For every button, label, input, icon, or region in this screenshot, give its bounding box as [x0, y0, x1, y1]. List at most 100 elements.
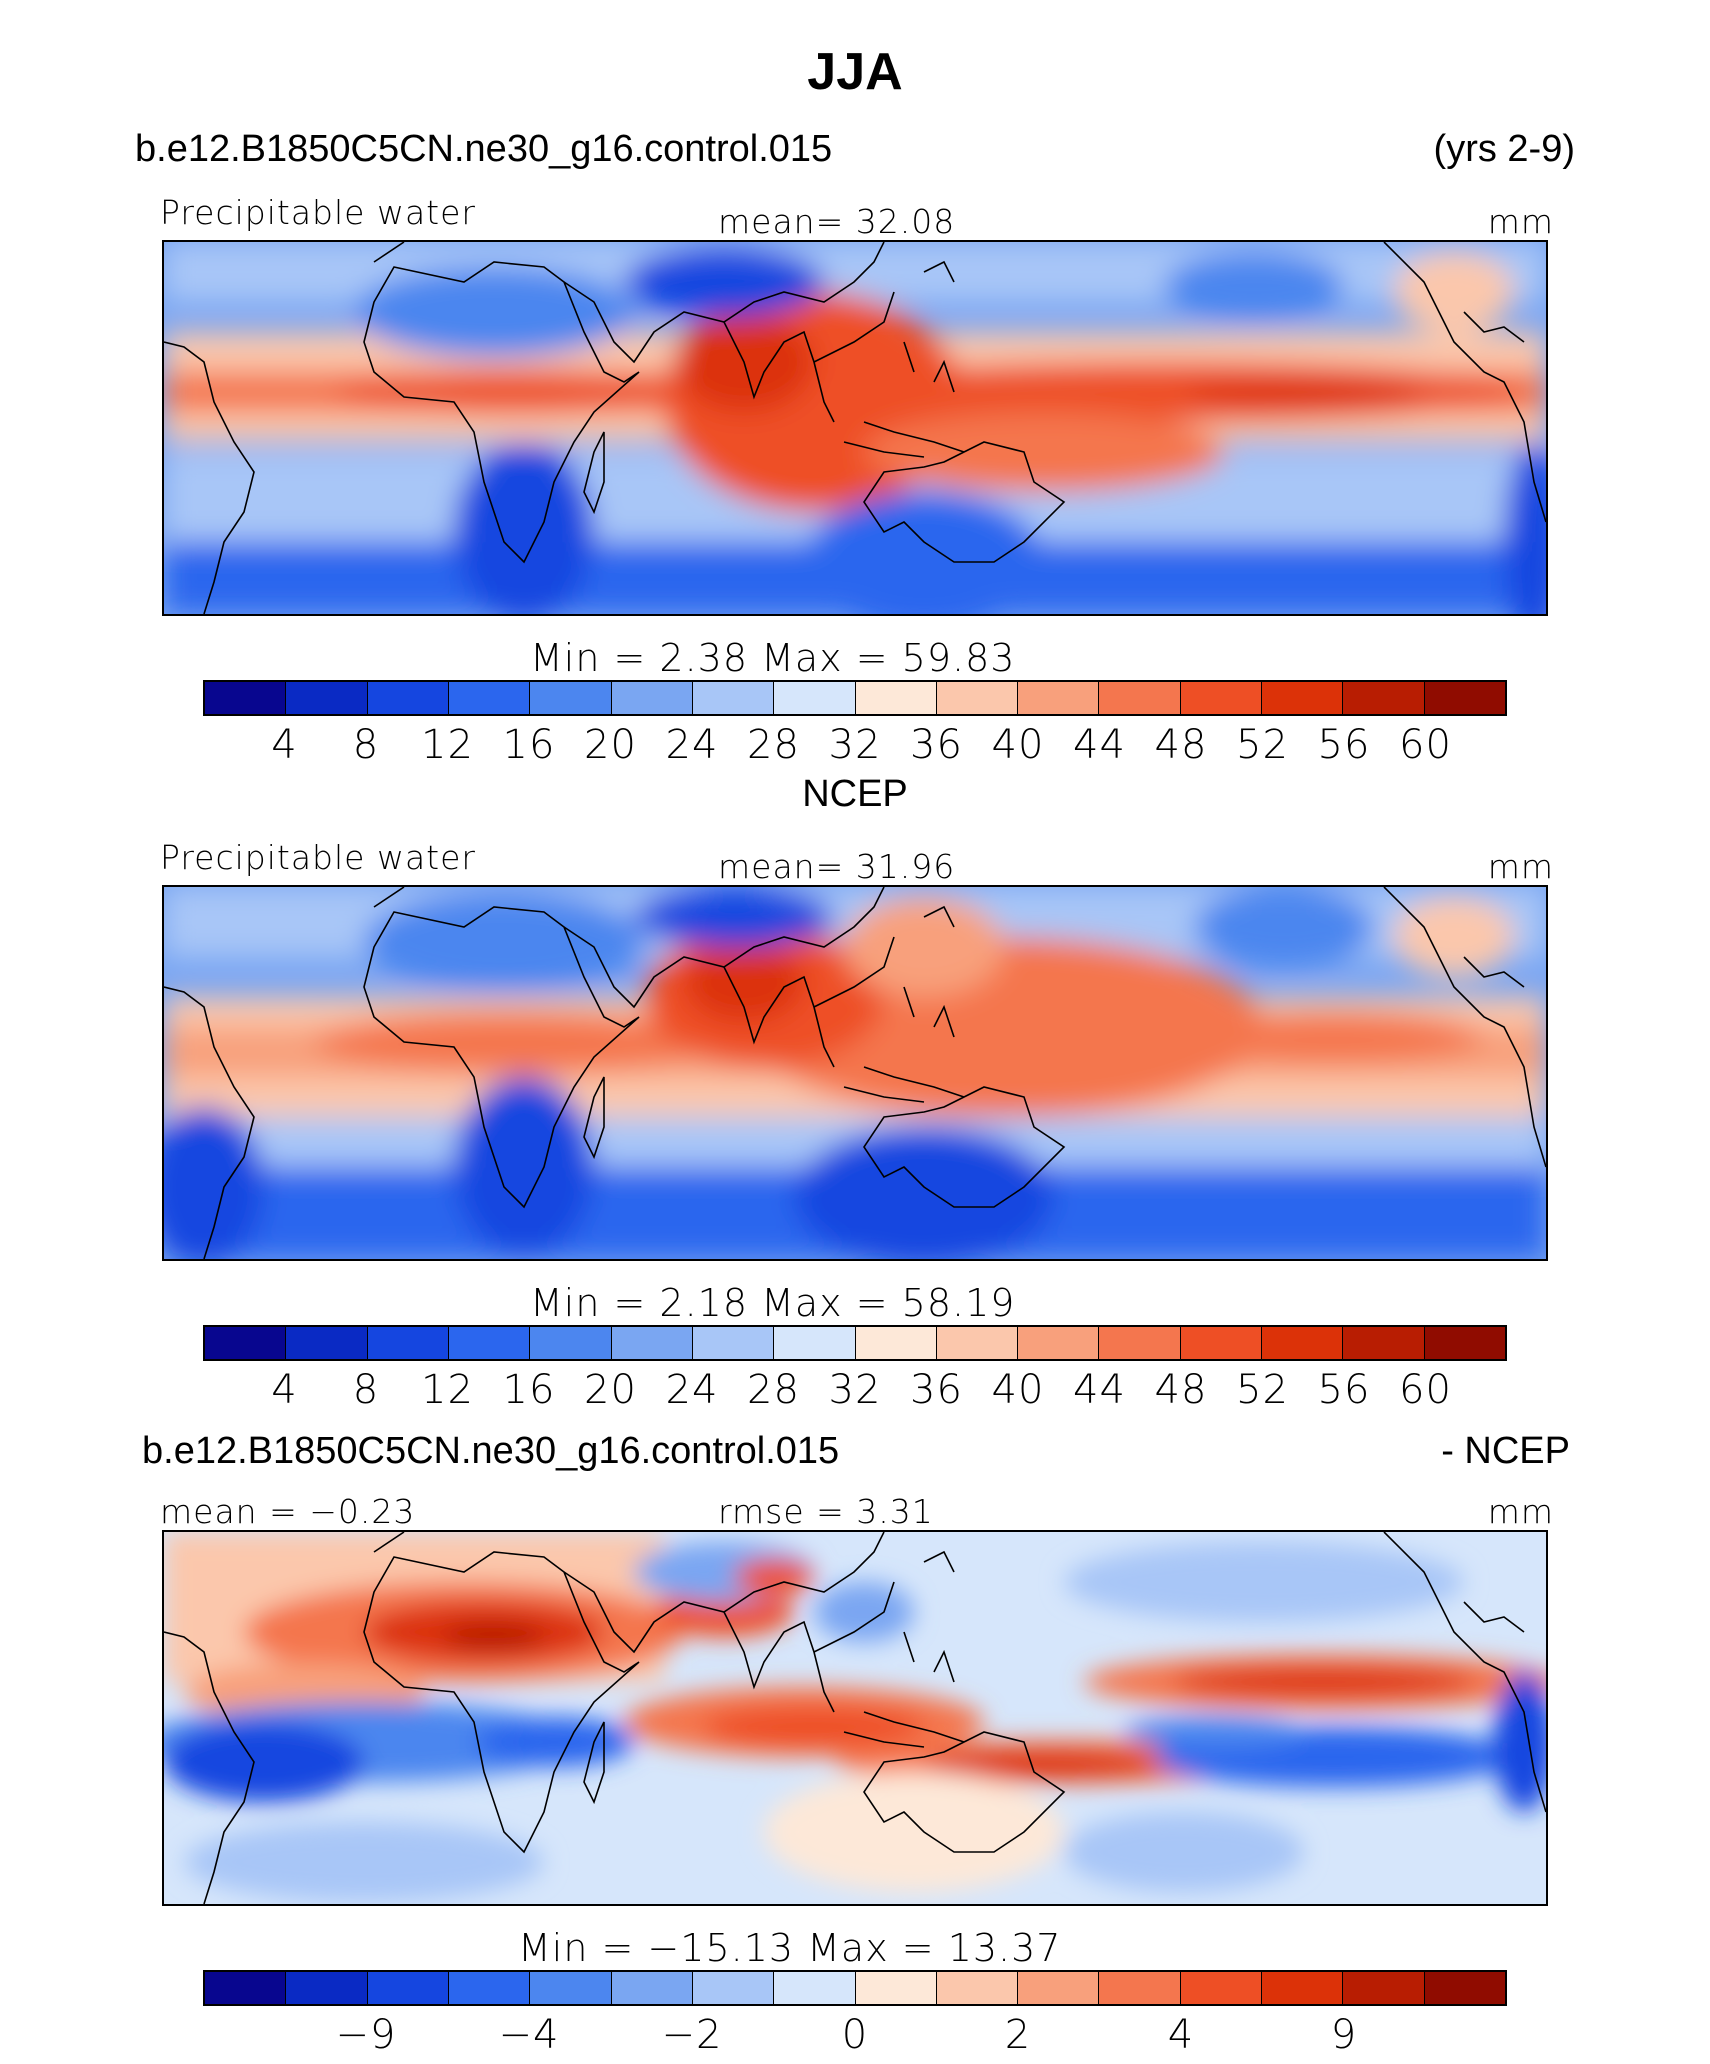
colorbar-swatch — [692, 1327, 775, 1359]
colorbar-swatch — [611, 1972, 693, 2004]
panel2-minmax: Min = 2.18 Max = 58.19 — [530, 1281, 1016, 1325]
panel1-mean: mean= 32.08 — [718, 202, 956, 241]
colorbar-swatch — [1180, 682, 1263, 714]
panel1-map — [162, 240, 1548, 616]
colorbar-swatch — [1018, 1327, 1100, 1359]
colorbar-swatch — [1018, 1972, 1100, 2004]
panel3-minus-label: - NCEP — [1441, 1430, 1570, 1472]
colorbar-tick-label: 40 — [991, 722, 1045, 768]
colorbar-tick-label: −9 — [335, 2012, 397, 2058]
panel3-map — [162, 1530, 1548, 1906]
colorbar-swatch — [530, 1327, 612, 1359]
colorbar-swatch — [286, 1327, 368, 1359]
colorbar-swatch — [448, 1972, 531, 2004]
panel2-title: NCEP — [802, 773, 908, 815]
colorbar-swatch — [774, 1972, 856, 2004]
colorbar-swatch — [611, 1327, 693, 1359]
colorbar-tick-label: 8 — [352, 722, 380, 768]
panel3-case-name: b.e12.B1850C5CN.ne30_g16.control.015 — [142, 1430, 840, 1472]
colorbar-tick-label: 16 — [502, 722, 556, 768]
panel1-variable-label: Precipitable water — [160, 193, 476, 232]
colorbar-tick-label: 40 — [991, 1367, 1045, 1413]
colorbar-swatch — [286, 1972, 368, 2004]
colorbar-swatch — [367, 1972, 449, 2004]
colorbar-tick-label: 44 — [1073, 1367, 1126, 1413]
panel1-years: (yrs 2-9) — [1433, 128, 1575, 170]
colorbar-tick-label: 8 — [352, 1367, 380, 1413]
colorbar-swatch — [448, 1327, 531, 1359]
colorbar-tick-label: 20 — [584, 1367, 637, 1413]
panel1-case-name: b.e12.B1850C5CN.ne30_g16.control.015 — [135, 128, 833, 170]
colorbar-swatch — [1262, 1972, 1344, 2004]
colorbar-swatch — [448, 682, 531, 714]
colorbar-tick-label: 4 — [271, 1367, 298, 1413]
colorbar-swatch — [1099, 682, 1181, 714]
colorbar-swatch — [367, 1327, 449, 1359]
panel3-units: mm — [1487, 1492, 1554, 1531]
colorbar-swatch — [1424, 1327, 1505, 1359]
colorbar-swatch — [936, 1972, 1019, 2004]
panel2-map — [162, 885, 1548, 1261]
figure-title: JJA — [807, 43, 903, 101]
colorbar-swatch — [1262, 682, 1344, 714]
colorbar-tick-label: 28 — [747, 722, 800, 768]
colorbar-swatch — [530, 1972, 612, 2004]
colorbar-swatch — [367, 682, 449, 714]
colorbar-tick-label: 24 — [665, 1367, 719, 1413]
colorbar-tick-label: 32 — [828, 722, 882, 768]
panel2-units: mm — [1487, 847, 1554, 886]
colorbar-swatch — [1424, 1972, 1505, 2004]
colorbar-tick-label: 16 — [502, 1367, 556, 1413]
panel2-colorbar — [203, 1325, 1507, 1361]
colorbar-tick-label: 60 — [1399, 722, 1452, 768]
panel3-mean: mean = −0.23 — [160, 1492, 416, 1531]
colorbar-tick-label: 12 — [421, 1367, 474, 1413]
panel2-mean: mean= 31.96 — [718, 847, 956, 886]
colorbar-tick-label: 20 — [584, 722, 637, 768]
colorbar-swatch — [1018, 682, 1100, 714]
colorbar-swatch — [855, 1327, 937, 1359]
colorbar-swatch — [530, 682, 612, 714]
colorbar-swatch — [286, 682, 368, 714]
colorbar-swatch — [774, 682, 856, 714]
colorbar-tick-label: 52 — [1236, 722, 1289, 768]
colorbar-swatch — [611, 682, 693, 714]
panel1-units: mm — [1487, 202, 1554, 241]
colorbar-tick-label: 0 — [841, 2012, 869, 2058]
panel3-rmse: rmse = 3.31 — [718, 1492, 934, 1531]
panel3-minmax: Min = −15.13 Max = 13.37 — [518, 1926, 1062, 1970]
colorbar-swatch — [205, 682, 287, 714]
colorbar-tick-label: 56 — [1317, 1367, 1371, 1413]
colorbar-tick-label: 56 — [1317, 722, 1371, 768]
colorbar-swatch — [1099, 1327, 1181, 1359]
panel1-colorbar — [203, 680, 1507, 716]
colorbar-swatch — [205, 1972, 287, 2004]
colorbar-swatch — [855, 1972, 937, 2004]
panel3-colorbar — [203, 1970, 1507, 2006]
colorbar-swatch — [855, 682, 937, 714]
panel1-minmax: Min = 2.38 Max = 59.83 — [530, 636, 1016, 680]
colorbar-tick-label: 44 — [1073, 722, 1126, 768]
colorbar-swatch — [1099, 1972, 1181, 2004]
colorbar-tick-label: 36 — [910, 722, 963, 768]
colorbar-tick-label: 60 — [1399, 1367, 1452, 1413]
colorbar-swatch — [1343, 1327, 1425, 1359]
colorbar-tick-label: 32 — [828, 1367, 882, 1413]
colorbar-swatch — [774, 1327, 856, 1359]
colorbar-swatch — [936, 1327, 1019, 1359]
colorbar-tick-label: 48 — [1154, 1367, 1208, 1413]
colorbar-tick-label: −4 — [498, 2012, 560, 2058]
colorbar-tick-label: 36 — [910, 1367, 963, 1413]
colorbar-tick-label: 24 — [665, 722, 719, 768]
colorbar-tick-label: 9 — [1330, 2012, 1358, 2058]
colorbar-swatch — [1424, 682, 1505, 714]
colorbar-swatch — [1180, 1327, 1263, 1359]
colorbar-swatch — [1343, 682, 1425, 714]
colorbar-tick-label: 12 — [421, 722, 474, 768]
colorbar-swatch — [692, 1972, 775, 2004]
colorbar-swatch — [205, 1327, 287, 1359]
colorbar-tick-label: 48 — [1154, 722, 1208, 768]
colorbar-tick-label: 4 — [1167, 2012, 1195, 2058]
colorbar-tick-label: 4 — [271, 722, 298, 768]
panel2-variable-label: Precipitable water — [160, 838, 476, 877]
